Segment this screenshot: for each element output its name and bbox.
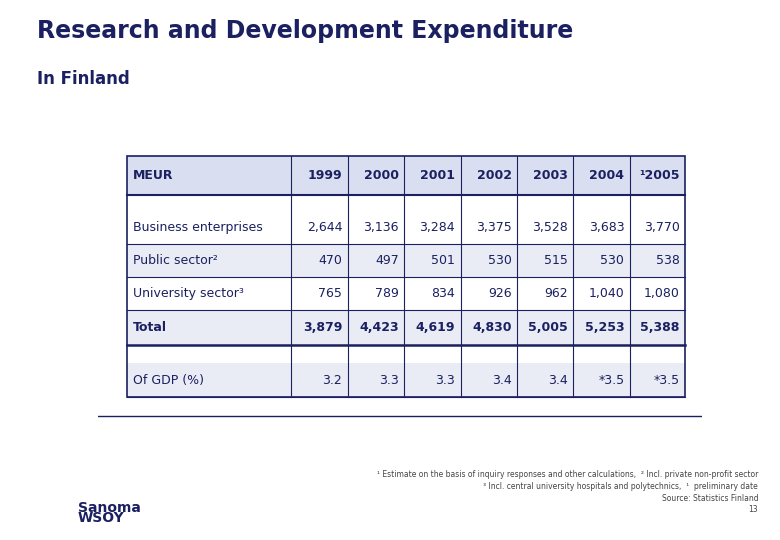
Bar [126,277,685,309]
Text: ¹ Estimate on the basis of inquiry responses and other calculations,  ² Incl. pr: ¹ Estimate on the basis of inquiry respo… [377,470,758,479]
Text: 962: 962 [544,287,568,300]
Text: 4,830: 4,830 [472,321,512,334]
Text: 538: 538 [656,254,679,267]
Text: 1,080: 1,080 [644,287,679,300]
Bar [126,244,685,277]
Text: 515: 515 [544,254,568,267]
Text: 470: 470 [318,254,342,267]
Text: 3.3: 3.3 [379,374,399,387]
Text: Public sector²: Public sector² [133,254,218,267]
Text: Source: Statistics Finland: Source: Statistics Finland [661,494,758,503]
Text: 13: 13 [749,505,758,515]
Text: Business enterprises: Business enterprises [133,221,262,234]
Text: 4,423: 4,423 [359,321,399,334]
Text: 2000: 2000 [363,169,399,182]
Text: Research and Development Expenditure: Research and Development Expenditure [37,19,574,43]
Text: University sector³: University sector³ [133,287,243,300]
Text: ¹2005: ¹2005 [639,169,679,182]
Text: Total: Total [133,321,167,334]
Text: 3,879: 3,879 [303,321,342,334]
Text: 5,388: 5,388 [640,321,679,334]
Text: 2003: 2003 [533,169,568,182]
Text: Of GDP (%): Of GDP (%) [133,374,204,387]
Text: 3,683: 3,683 [589,221,624,234]
Text: *3.5: *3.5 [654,374,679,387]
Text: 926: 926 [488,287,512,300]
Text: 5,253: 5,253 [585,321,624,334]
Text: 1,040: 1,040 [589,287,624,300]
Text: 530: 530 [601,254,624,267]
Bar [126,309,685,346]
Text: ³ Incl. central university hospitals and polytechnics,  ¹  preliminary date: ³ Incl. central university hospitals and… [484,482,758,491]
Text: 501: 501 [431,254,455,267]
Text: 2002: 2002 [477,169,512,182]
Text: 3,284: 3,284 [420,221,455,234]
Text: 789: 789 [375,287,399,300]
Text: 497: 497 [375,254,399,267]
Text: 3.3: 3.3 [435,374,455,387]
Text: 530: 530 [488,254,512,267]
Text: 3.2: 3.2 [322,374,342,387]
Bar [126,363,685,397]
Bar [126,156,685,397]
Text: 5,005: 5,005 [528,321,568,334]
Text: 3.4: 3.4 [491,374,512,387]
Text: Sanoma: Sanoma [78,501,141,515]
Text: 2,644: 2,644 [307,221,342,234]
Text: *3.5: *3.5 [598,374,624,387]
Bar [126,211,685,244]
Text: WSOY: WSOY [78,511,125,525]
Text: 2001: 2001 [420,169,455,182]
Text: 3.4: 3.4 [548,374,568,387]
Text: 4,619: 4,619 [416,321,455,334]
Text: 3,136: 3,136 [363,221,399,234]
Text: 765: 765 [318,287,342,300]
Text: MEUR: MEUR [133,169,173,182]
Text: 834: 834 [431,287,455,300]
Bar [126,346,685,363]
Text: 1999: 1999 [307,169,342,182]
Bar [126,156,685,195]
Text: In Finland: In Finland [37,70,130,88]
Text: 3,528: 3,528 [532,221,568,234]
Text: 2004: 2004 [590,169,624,182]
Text: 3,770: 3,770 [644,221,679,234]
Text: 3,375: 3,375 [476,221,512,234]
Bar [126,195,685,211]
